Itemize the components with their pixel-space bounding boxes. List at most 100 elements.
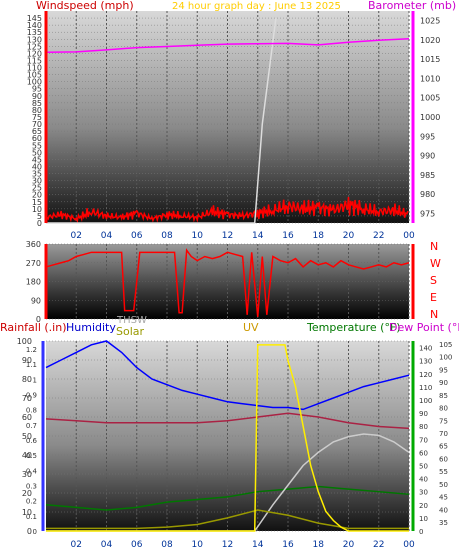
- bottom-x-tick-label: 22: [373, 540, 384, 550]
- top-x-tick-label: 18: [313, 231, 325, 241]
- dew-y-tick-label: 65: [439, 443, 448, 451]
- baro-y-tick-label: 1000: [420, 113, 440, 122]
- top-axes: 02 04 06 08 10 12 14 16 18 20 22 000510152025303540…: [27, 11, 440, 241]
- temp-y-tick-label: 0: [419, 528, 423, 536]
- top-x-tick-label: 08: [161, 231, 173, 241]
- rain-y-tick-label: 0.7: [26, 422, 37, 430]
- dew-y-tick-label: 90: [439, 379, 448, 387]
- bottom-axes: 02 04 06 08 10 12 14 16 18 20 22 000102030405060708…: [17, 337, 453, 550]
- baro-y-tick-label: 985: [420, 171, 435, 180]
- humidity-y-tick-label: 100: [17, 337, 32, 346]
- temp-y-tick-label: 40: [419, 476, 428, 484]
- humidity-y-tick-label: 50: [22, 432, 32, 441]
- bottom-x-tick-label: 10: [192, 540, 204, 550]
- rain-y-tick-label: 0.2: [26, 498, 37, 506]
- wind-y-tick-label: 70: [32, 120, 42, 129]
- wind-y-tick-label: 75: [32, 113, 42, 122]
- baro-axis-label: Barometer (mb): [368, 0, 456, 12]
- wind-y-tick-label: 115: [27, 56, 42, 65]
- baro-y-tick-label: 1020: [420, 36, 440, 45]
- dir-label-s: S: [430, 274, 437, 287]
- humidity-y-tick-label: 0: [27, 527, 32, 536]
- wind-y-tick-label: 90: [32, 92, 42, 101]
- wind-y-tick-label: 5: [37, 212, 42, 221]
- wind-y-tick-label: 0: [37, 219, 42, 228]
- rain-y-tick-label: 1: [33, 376, 37, 384]
- rain-y-tick-label: 0.5: [26, 452, 37, 460]
- baro-y-tick-label: 990: [420, 152, 435, 161]
- dew-y-tick-label: 100: [439, 354, 452, 362]
- top-x-tick-label: 12: [222, 231, 233, 241]
- bottom-x-tick-label: 16: [282, 540, 294, 550]
- thsw-label: THSW: [116, 315, 147, 326]
- direction-axes: 0 90 180 270 360: [26, 240, 415, 324]
- wind-y-tick-label: 50: [32, 148, 42, 157]
- wind-y-tick-label: 80: [32, 106, 42, 115]
- dir-label-w: W: [430, 257, 441, 270]
- top-x-tick-label: 04: [101, 231, 113, 241]
- humidity-y-tick-label: 10: [22, 508, 32, 517]
- rain-y-tick-label: 0.1: [26, 513, 37, 521]
- dew-point-f-series-line: [45, 412, 410, 430]
- humidity-y-tick-label: 90: [22, 356, 32, 365]
- uv-series-line: [46, 344, 409, 532]
- wind-y-tick-label: 95: [32, 85, 42, 94]
- direction-y-tick-label: 360: [26, 240, 41, 249]
- temp-y-tick-label: 130: [419, 358, 432, 366]
- bottom-x-tick-label: 08: [161, 540, 173, 550]
- wind-y-tick-label: 145: [27, 14, 42, 23]
- humidity-label: Humidity: [66, 321, 116, 334]
- bottom-x-tick-label: 06: [131, 540, 143, 550]
- wind-y-tick-label: 30: [32, 177, 42, 186]
- bottom-x-tick-label: 02: [71, 540, 82, 550]
- humidity-y-tick-label: 40: [22, 451, 32, 460]
- dew-y-tick-label: 95: [439, 366, 448, 374]
- temp-y-tick-label: 110: [419, 384, 432, 392]
- bottom-x-tick-label: 04: [101, 540, 113, 550]
- barometer-series-line: [45, 38, 410, 53]
- rain-y-tick-label: 0.4: [26, 467, 38, 475]
- bottom-marks: [45, 340, 410, 532]
- wind-direction-series-line: [45, 248, 410, 317]
- bottom-x-tick-label: 12: [222, 540, 233, 550]
- temp-y-tick-label: 50: [419, 462, 428, 470]
- baro-y-tick-label: 1010: [420, 74, 440, 83]
- dir-label-n-bottom: N: [430, 308, 438, 321]
- baro-y-tick-label: 1005: [420, 94, 440, 103]
- graph-title: 24 hour graph day : June 13 2025: [172, 1, 341, 12]
- thsw-series-line: [46, 433, 410, 532]
- rain-axis-label: Rainfall (.in): [0, 321, 67, 334]
- dew-y-tick-label: 105: [439, 341, 452, 349]
- temp-y-tick-label: 10: [419, 515, 428, 523]
- top-x-tick-label: 06: [131, 231, 143, 241]
- wind-y-tick-label: 100: [27, 78, 42, 87]
- direction-y-tick-label: 0: [36, 315, 41, 324]
- direction-y-tick-label: 180: [26, 278, 41, 287]
- wind-y-tick-label: 65: [32, 127, 42, 136]
- temp-y-tick-label: 90: [419, 410, 428, 418]
- wind-gust-series-line: [46, 17, 277, 224]
- wind-y-tick-label: 40: [32, 162, 42, 171]
- bottom-x-tick-label: 18: [313, 540, 325, 550]
- wind-y-tick-label: 85: [32, 99, 42, 108]
- bottom-x-tick-label: 20: [343, 540, 355, 550]
- solar-label: Solar: [116, 325, 145, 338]
- direction-marks: [45, 248, 410, 317]
- direction-y-tick-label: 90: [31, 296, 41, 305]
- temp-axis-label: Temperature (°F): [306, 321, 401, 334]
- wind-y-tick-label: 15: [32, 198, 42, 207]
- wind-y-tick-label: 120: [27, 49, 42, 58]
- temp-y-tick-label: 30: [419, 489, 428, 497]
- wind-y-tick-label: 60: [32, 134, 42, 143]
- temp-y-tick-label: 120: [419, 371, 432, 379]
- temp-y-tick-label: 70: [419, 436, 428, 444]
- wind-y-tick-label: 45: [32, 155, 42, 164]
- wind-y-tick-label: 20: [32, 191, 42, 200]
- temp-y-tick-label: 80: [419, 423, 428, 431]
- baro-y-tick-label: 1015: [420, 55, 440, 64]
- wind-y-tick-label: 35: [32, 170, 42, 179]
- wind-y-tick-label: 55: [32, 141, 42, 150]
- humidity-y-tick-label: 70: [22, 394, 32, 403]
- wind-axis-label: Windspeed (mph): [36, 0, 134, 12]
